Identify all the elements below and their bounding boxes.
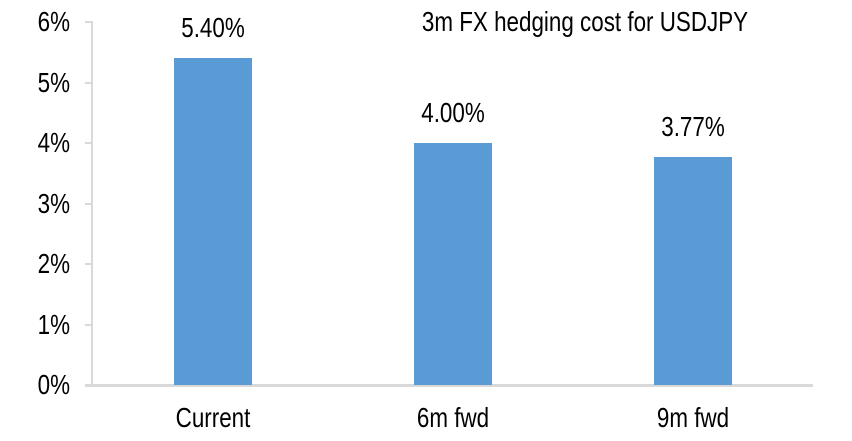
bar-value-label: 3.77%: [661, 111, 725, 142]
bar-value-label: 5.40%: [181, 12, 245, 43]
y-axis-tick: [85, 142, 93, 144]
y-axis-tick: [85, 324, 93, 326]
bar-value-label: 4.00%: [421, 97, 485, 128]
y-tick-label: 3%: [37, 188, 70, 219]
y-axis-tick: [85, 82, 93, 84]
y-tick-label: 2%: [37, 248, 70, 279]
bar-6m-fwd: [414, 143, 492, 385]
y-axis-tick: [85, 263, 93, 265]
x-category-label: Current: [175, 402, 251, 433]
bar-current: [174, 58, 252, 385]
bar-9m-fwd: [654, 157, 732, 385]
chart-title: 3m FX hedging cost for USDJPY: [421, 6, 749, 37]
y-tick-label: 5%: [37, 67, 70, 98]
y-axis-tick: [85, 384, 93, 386]
y-tick-label: 0%: [37, 369, 70, 400]
x-category-label: 6m fwd: [416, 402, 490, 433]
y-tick-label: 6%: [37, 6, 70, 37]
y-axis-tick: [85, 21, 93, 23]
y-axis-tick: [85, 203, 93, 205]
y-tick-label: 4%: [37, 127, 70, 158]
x-axis-line: [85, 384, 813, 387]
x-category-label: 9m fwd: [656, 402, 730, 433]
y-tick-label: 1%: [37, 309, 70, 340]
